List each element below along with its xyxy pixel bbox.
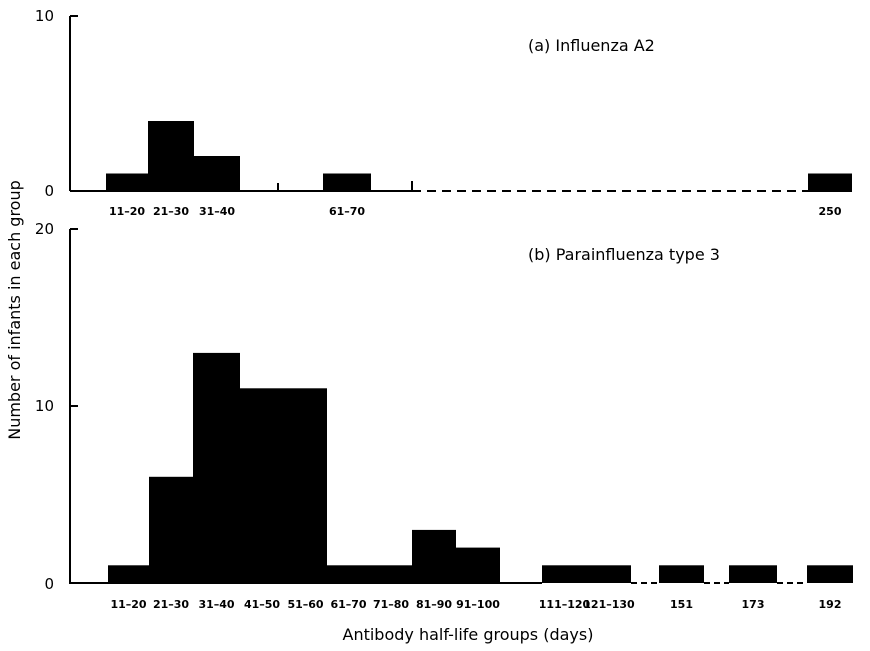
bar-71–80 — [370, 565, 412, 583]
category-label-81–90: 81–90 — [416, 598, 452, 611]
panel-b-y-tick-label-10: 10 — [35, 397, 54, 415]
panel-b-y-tick-label-20: 20 — [35, 220, 54, 238]
category-label-111–120: 111–120 — [539, 598, 591, 611]
category-label-151: 151 — [670, 598, 693, 611]
panel-a-y-tick-label-0: 0 — [44, 182, 54, 200]
bar-11–20 — [108, 565, 149, 583]
panel-a-category-labels: 11–20 21–30 31–40 61–70 250 — [109, 205, 842, 218]
panel-a-title: (a) Influenza A2 — [528, 36, 655, 55]
category-label-121–130: 121–130 — [583, 598, 635, 611]
bar-21–30 — [149, 476, 193, 583]
bar-121–130 — [587, 565, 631, 583]
bar-250 — [808, 173, 852, 191]
bar-61–70 — [327, 565, 370, 583]
bar-173 — [729, 565, 777, 583]
category-label-61–70: 61–70 — [330, 598, 366, 611]
bar-31–40 — [194, 156, 240, 191]
bar-192 — [807, 565, 853, 583]
x-axis-title: Antibody half-life groups (days) — [343, 625, 594, 644]
bar-51–60 — [284, 388, 327, 583]
panel-a: 10 0 (a) Influenza A2 11–20 21–30 31–40 61–… — [35, 7, 852, 218]
category-label-91–100: 91–100 — [456, 598, 500, 611]
bar-111–120 — [542, 565, 587, 583]
panel-b: 20 10 0 (b) Parainfluenza type 3 11–20 21… — [35, 220, 853, 611]
category-label-11–20: 11–20 — [109, 205, 145, 218]
category-label-173: 173 — [742, 598, 765, 611]
panel-b-y-tick-label-0: 0 — [44, 575, 54, 593]
bar-11–20 — [106, 173, 148, 191]
bar-41–50 — [240, 388, 284, 583]
panel-b-category-labels: 11–20 21–30 31–40 41–50 51–60 61–70 71–80 81–90… — [110, 598, 841, 611]
y-axis-title: Number of infants in each group — [5, 180, 24, 440]
category-label-21–30: 21–30 — [153, 205, 189, 218]
category-label-31–40: 31–40 — [198, 598, 234, 611]
panel-a-bars — [106, 121, 852, 191]
category-label-31–40: 31–40 — [199, 205, 235, 218]
panel-b-title: (b) Parainfluenza type 3 — [528, 245, 720, 264]
category-label-61–70: 61–70 — [329, 205, 365, 218]
category-label-250: 250 — [819, 205, 842, 218]
category-label-192: 192 — [819, 598, 842, 611]
panel-a-y-tick-label-10: 10 — [35, 7, 54, 25]
bar-151 — [659, 565, 704, 583]
bar-61–70 — [323, 173, 371, 191]
bar-21–30 — [148, 121, 194, 191]
panel-b-bars — [108, 352, 853, 583]
category-label-11–20: 11–20 — [110, 598, 146, 611]
category-label-51–60: 51–60 — [287, 598, 323, 611]
bar-81–90 — [412, 529, 456, 583]
bar-31–40 — [193, 352, 240, 583]
bar-91–100 — [456, 547, 500, 583]
category-label-21–30: 21–30 — [153, 598, 189, 611]
category-label-41–50: 41–50 — [244, 598, 280, 611]
category-label-71–80: 71–80 — [373, 598, 409, 611]
